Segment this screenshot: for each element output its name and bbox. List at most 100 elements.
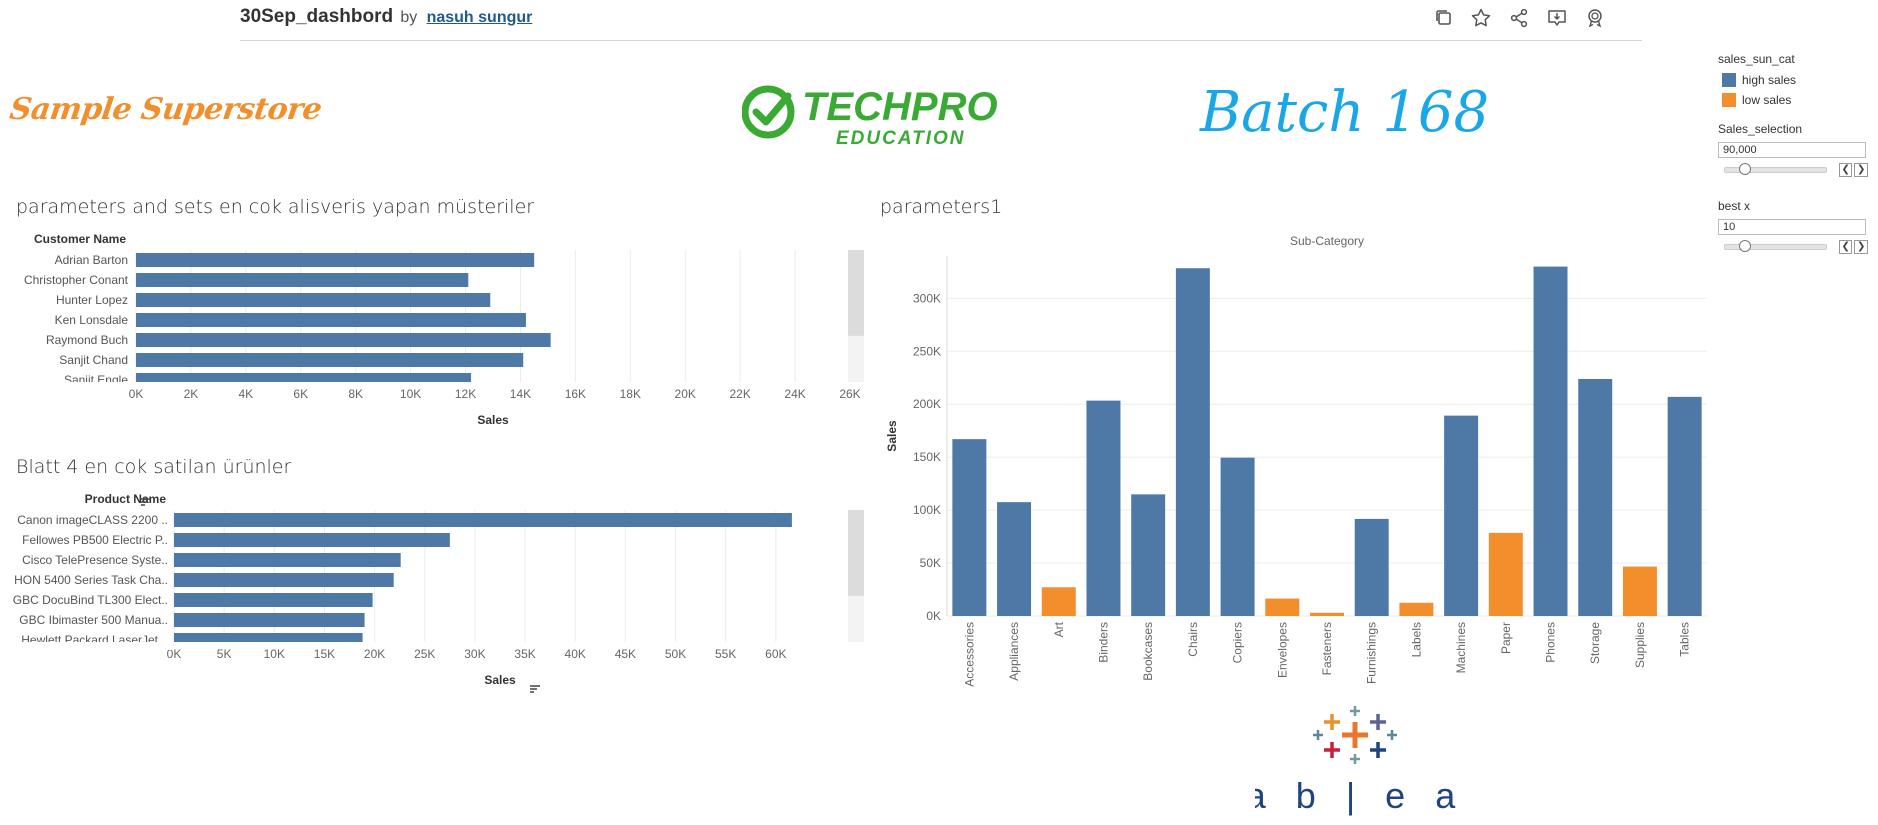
customer-sales-chart[interactable]: Customer Name 0K 2K 4K 6K 8K 10K 12K 14K 16K 18K 20… xyxy=(0,228,870,438)
sheet2-title: Blatt 4 en cok satilan ürünler xyxy=(16,456,292,478)
badge-icon[interactable] xyxy=(1583,6,1607,30)
subcategory-sales-chart[interactable]: Sub-Category 0K 50K 100K 150K 200K 250K 300K Sal… xyxy=(880,228,1720,708)
dashboard-title-text: 30Sep_dashbord xyxy=(240,6,394,27)
sort-icon[interactable] xyxy=(530,685,540,693)
x-tick-label[interactable]: Accessories xyxy=(962,622,976,687)
row-label[interactable]: GBC DocuBind TL300 Elect.. xyxy=(13,593,168,607)
bar[interactable] xyxy=(1265,598,1300,616)
bar[interactable] xyxy=(1131,494,1166,616)
download-icon[interactable] xyxy=(1545,6,1569,30)
x-tick-label: 2K xyxy=(184,387,199,401)
sales-selection-slider[interactable] xyxy=(1724,163,1827,175)
bar[interactable] xyxy=(1041,587,1076,616)
bar[interactable] xyxy=(1175,268,1210,616)
bar[interactable] xyxy=(1578,378,1613,616)
row-label[interactable]: Canon imageCLASS 2200 .. xyxy=(17,513,168,527)
row-label[interactable]: Hunter Lopez xyxy=(56,293,128,307)
bar[interactable] xyxy=(1444,415,1479,616)
x-tick-label: 18K xyxy=(620,387,641,401)
x-tick-label[interactable]: Phones xyxy=(1544,622,1558,663)
x-tick-label[interactable]: Fasteners xyxy=(1320,622,1334,675)
bar[interactable] xyxy=(1086,400,1121,616)
bar[interactable] xyxy=(1533,266,1568,616)
bar[interactable] xyxy=(136,373,472,382)
bar[interactable] xyxy=(136,333,551,347)
bar[interactable] xyxy=(174,633,363,642)
bar[interactable] xyxy=(1354,518,1389,616)
x-tick-label[interactable]: Chairs xyxy=(1186,622,1200,657)
bar[interactable] xyxy=(136,253,535,267)
x-tick-label[interactable]: Paper xyxy=(1499,622,1513,654)
sales-selection-decrement-button[interactable]: ❮ xyxy=(1838,163,1853,177)
legend-item-high[interactable]: high sales xyxy=(1722,72,1868,88)
bar[interactable] xyxy=(136,293,491,307)
bar[interactable] xyxy=(1220,457,1255,616)
best-x-decrement-button[interactable]: ❮ xyxy=(1838,240,1853,254)
bar[interactable] xyxy=(1488,532,1523,616)
row-label[interactable]: Cisco TelePresence Syste.. xyxy=(22,553,168,567)
best-x-slider[interactable] xyxy=(1724,240,1827,252)
row-label[interactable]: Ken Lonsdale xyxy=(55,313,129,327)
bar[interactable] xyxy=(136,273,469,287)
legend-swatch-high xyxy=(1722,73,1736,87)
techpro-logo-sub: EDUCATION xyxy=(836,128,966,149)
batch-title: Batch 168 xyxy=(1200,80,1490,145)
bar[interactable] xyxy=(136,353,524,367)
x-tick-label[interactable]: Labels xyxy=(1409,622,1423,657)
bar[interactable] xyxy=(1667,396,1702,616)
bar[interactable] xyxy=(136,313,526,327)
x-tick-label[interactable]: Appliances xyxy=(1007,622,1021,681)
bar[interactable] xyxy=(997,502,1032,616)
bar[interactable] xyxy=(174,533,450,547)
bar[interactable] xyxy=(174,573,394,587)
row-label[interactable]: GBC Ibimaster 500 Manua.. xyxy=(19,613,168,627)
product-sales-chart[interactable]: Product Name 0K 5K 10K 15K 20K 25K 30K 35K 40K 45K… xyxy=(0,488,870,698)
x-tick-label: 22K xyxy=(729,387,750,401)
x-tick-label: 35K xyxy=(514,647,535,661)
y-tick-label: 150K xyxy=(913,450,941,464)
bar[interactable] xyxy=(174,513,792,527)
x-tick-label[interactable]: Supplies xyxy=(1633,622,1647,668)
sales-selection-increment-button[interactable]: ❯ xyxy=(1854,163,1868,177)
sales-selection-slider-handle[interactable] xyxy=(1739,163,1751,175)
x-tick-label: 60K xyxy=(765,647,786,661)
x-tick-label: 4K xyxy=(239,387,254,401)
y-axis-title: Sales xyxy=(885,420,899,452)
row-label[interactable]: Adrian Barton xyxy=(55,253,128,267)
scrollbar-thumb[interactable] xyxy=(848,250,864,336)
x-tick-label[interactable]: Storage xyxy=(1588,622,1602,664)
scrollbar-thumb[interactable] xyxy=(848,510,864,596)
x-tick-label[interactable]: Copiers xyxy=(1231,622,1245,663)
bar[interactable] xyxy=(174,613,365,627)
row-label[interactable]: HON 5400 Series Task Cha.. xyxy=(14,573,168,587)
x-tick-label[interactable]: Bookcases xyxy=(1141,622,1155,681)
bar[interactable] xyxy=(1310,612,1344,616)
row-label[interactable]: Raymond Buch xyxy=(46,333,128,347)
row-label[interactable]: Fellowes PB500 Electric P.. xyxy=(22,533,168,547)
x-tick-label[interactable]: Furnishings xyxy=(1365,622,1379,684)
row-label[interactable]: Christopher Conant xyxy=(24,273,129,287)
best-x-input[interactable]: 10 xyxy=(1718,219,1866,235)
x-tick-label[interactable]: Art xyxy=(1052,621,1066,637)
best-x-slider-row: ❮ ❯ xyxy=(1718,240,1868,254)
x-tick-label: 30K xyxy=(464,647,485,661)
legend-item-low[interactable]: low sales xyxy=(1722,92,1868,108)
share-icon[interactable] xyxy=(1507,6,1531,30)
bar[interactable] xyxy=(1399,602,1434,616)
best-x-increment-button[interactable]: ❯ xyxy=(1854,240,1868,254)
x-tick-label[interactable]: Binders xyxy=(1096,622,1110,663)
row-label[interactable]: Sanjit Chand xyxy=(59,353,128,367)
favorite-star-icon[interactable] xyxy=(1469,6,1493,30)
x-tick-label[interactable]: Envelopes xyxy=(1275,622,1289,678)
bar[interactable] xyxy=(952,439,987,616)
bar[interactable] xyxy=(174,553,401,567)
sort-icon[interactable] xyxy=(141,498,151,506)
bar[interactable] xyxy=(174,593,373,607)
author-link[interactable]: nasuh sungur xyxy=(426,9,533,26)
duplicate-icon[interactable] xyxy=(1432,6,1456,30)
sales-selection-input[interactable]: 90,000 xyxy=(1718,142,1866,158)
best-x-slider-handle[interactable] xyxy=(1739,240,1751,252)
bar[interactable] xyxy=(1622,566,1657,616)
x-tick-label[interactable]: Tables xyxy=(1678,622,1692,657)
x-tick-label[interactable]: Machines xyxy=(1454,622,1468,673)
